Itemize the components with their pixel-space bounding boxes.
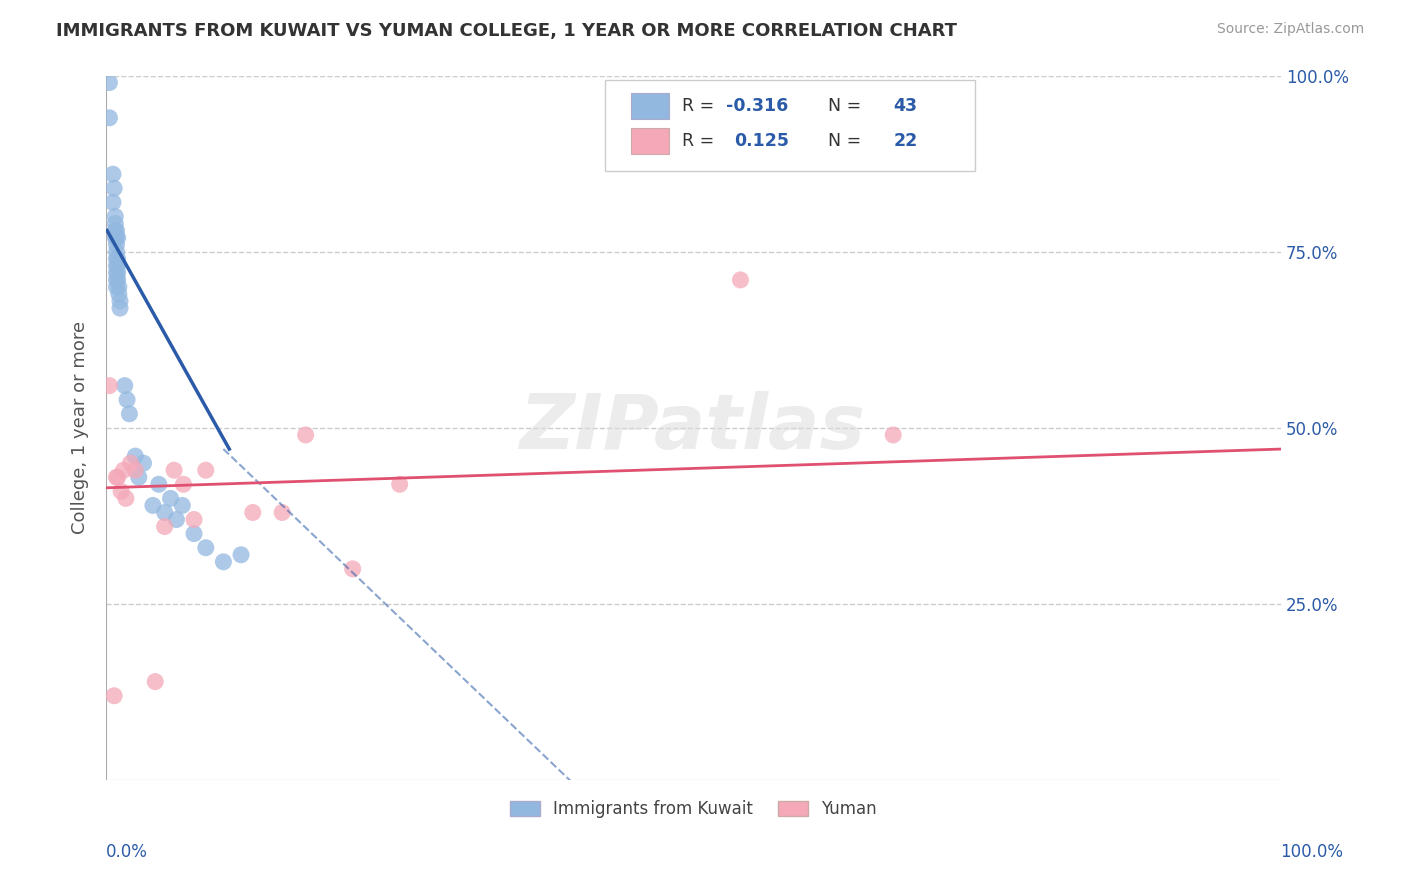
Text: 0.125: 0.125 bbox=[734, 132, 790, 150]
Point bbox=[124, 463, 146, 477]
Point bbox=[104, 217, 127, 231]
Legend: Immigrants from Kuwait, Yuman: Immigrants from Kuwait, Yuman bbox=[503, 794, 884, 825]
Point bbox=[105, 280, 128, 294]
Point bbox=[103, 689, 125, 703]
Y-axis label: College, 1 year or more: College, 1 year or more bbox=[72, 321, 89, 534]
Text: N =: N = bbox=[817, 97, 866, 115]
Point bbox=[229, 548, 252, 562]
Point bbox=[242, 506, 264, 520]
Point bbox=[108, 287, 131, 301]
Point bbox=[104, 210, 127, 224]
Text: R =: R = bbox=[682, 132, 725, 150]
Point bbox=[105, 266, 128, 280]
Text: Source: ZipAtlas.com: Source: ZipAtlas.com bbox=[1216, 22, 1364, 37]
Point bbox=[153, 519, 176, 533]
Point bbox=[165, 512, 187, 526]
FancyBboxPatch shape bbox=[606, 80, 976, 170]
Text: 0.0%: 0.0% bbox=[105, 843, 148, 861]
Point bbox=[105, 259, 128, 273]
Point bbox=[105, 244, 128, 259]
Point bbox=[114, 378, 136, 392]
Point bbox=[271, 506, 294, 520]
Point bbox=[101, 195, 124, 210]
Point bbox=[143, 674, 166, 689]
Text: 43: 43 bbox=[893, 97, 917, 115]
Point bbox=[98, 378, 121, 392]
Point bbox=[183, 526, 205, 541]
Text: R =: R = bbox=[682, 97, 720, 115]
Point bbox=[98, 111, 121, 125]
Point bbox=[107, 273, 129, 287]
Point bbox=[104, 230, 127, 244]
Point bbox=[107, 259, 129, 273]
Point bbox=[120, 456, 142, 470]
Point bbox=[105, 237, 128, 252]
Text: ZIPatlas: ZIPatlas bbox=[520, 391, 866, 465]
Point bbox=[105, 470, 128, 484]
Point bbox=[142, 499, 165, 513]
Bar bbox=[631, 128, 669, 154]
Text: N =: N = bbox=[817, 132, 866, 150]
Point bbox=[172, 477, 194, 491]
Point bbox=[107, 470, 129, 484]
Point bbox=[124, 449, 146, 463]
Point bbox=[159, 491, 181, 506]
Point bbox=[104, 223, 127, 237]
Point bbox=[388, 477, 411, 491]
Text: 100.0%: 100.0% bbox=[1279, 843, 1343, 861]
Point bbox=[163, 463, 186, 477]
Bar bbox=[631, 93, 669, 120]
Point bbox=[108, 301, 131, 315]
Text: -0.316: -0.316 bbox=[727, 97, 789, 115]
Point bbox=[115, 491, 138, 506]
Point bbox=[105, 252, 128, 266]
Point bbox=[112, 463, 135, 477]
Point bbox=[107, 252, 129, 266]
Point bbox=[730, 273, 752, 287]
Point bbox=[183, 512, 205, 526]
Point bbox=[172, 499, 194, 513]
Point bbox=[212, 555, 235, 569]
Point bbox=[108, 293, 131, 308]
Point bbox=[118, 407, 141, 421]
Point bbox=[194, 541, 217, 555]
Point bbox=[132, 456, 155, 470]
Point bbox=[882, 428, 904, 442]
Point bbox=[105, 273, 128, 287]
Point bbox=[101, 167, 124, 181]
Point bbox=[110, 484, 132, 499]
Text: 22: 22 bbox=[893, 132, 918, 150]
Point bbox=[128, 470, 150, 484]
Point bbox=[194, 463, 217, 477]
Point bbox=[98, 76, 121, 90]
Point bbox=[153, 506, 176, 520]
Point bbox=[107, 266, 129, 280]
Point bbox=[105, 223, 128, 237]
Point bbox=[342, 562, 364, 576]
Point bbox=[108, 280, 131, 294]
Point bbox=[294, 428, 316, 442]
Text: IMMIGRANTS FROM KUWAIT VS YUMAN COLLEGE, 1 YEAR OR MORE CORRELATION CHART: IMMIGRANTS FROM KUWAIT VS YUMAN COLLEGE,… bbox=[56, 22, 957, 40]
Point bbox=[115, 392, 138, 407]
Point bbox=[103, 181, 125, 195]
Point bbox=[148, 477, 170, 491]
Point bbox=[105, 230, 128, 244]
Point bbox=[107, 230, 129, 244]
